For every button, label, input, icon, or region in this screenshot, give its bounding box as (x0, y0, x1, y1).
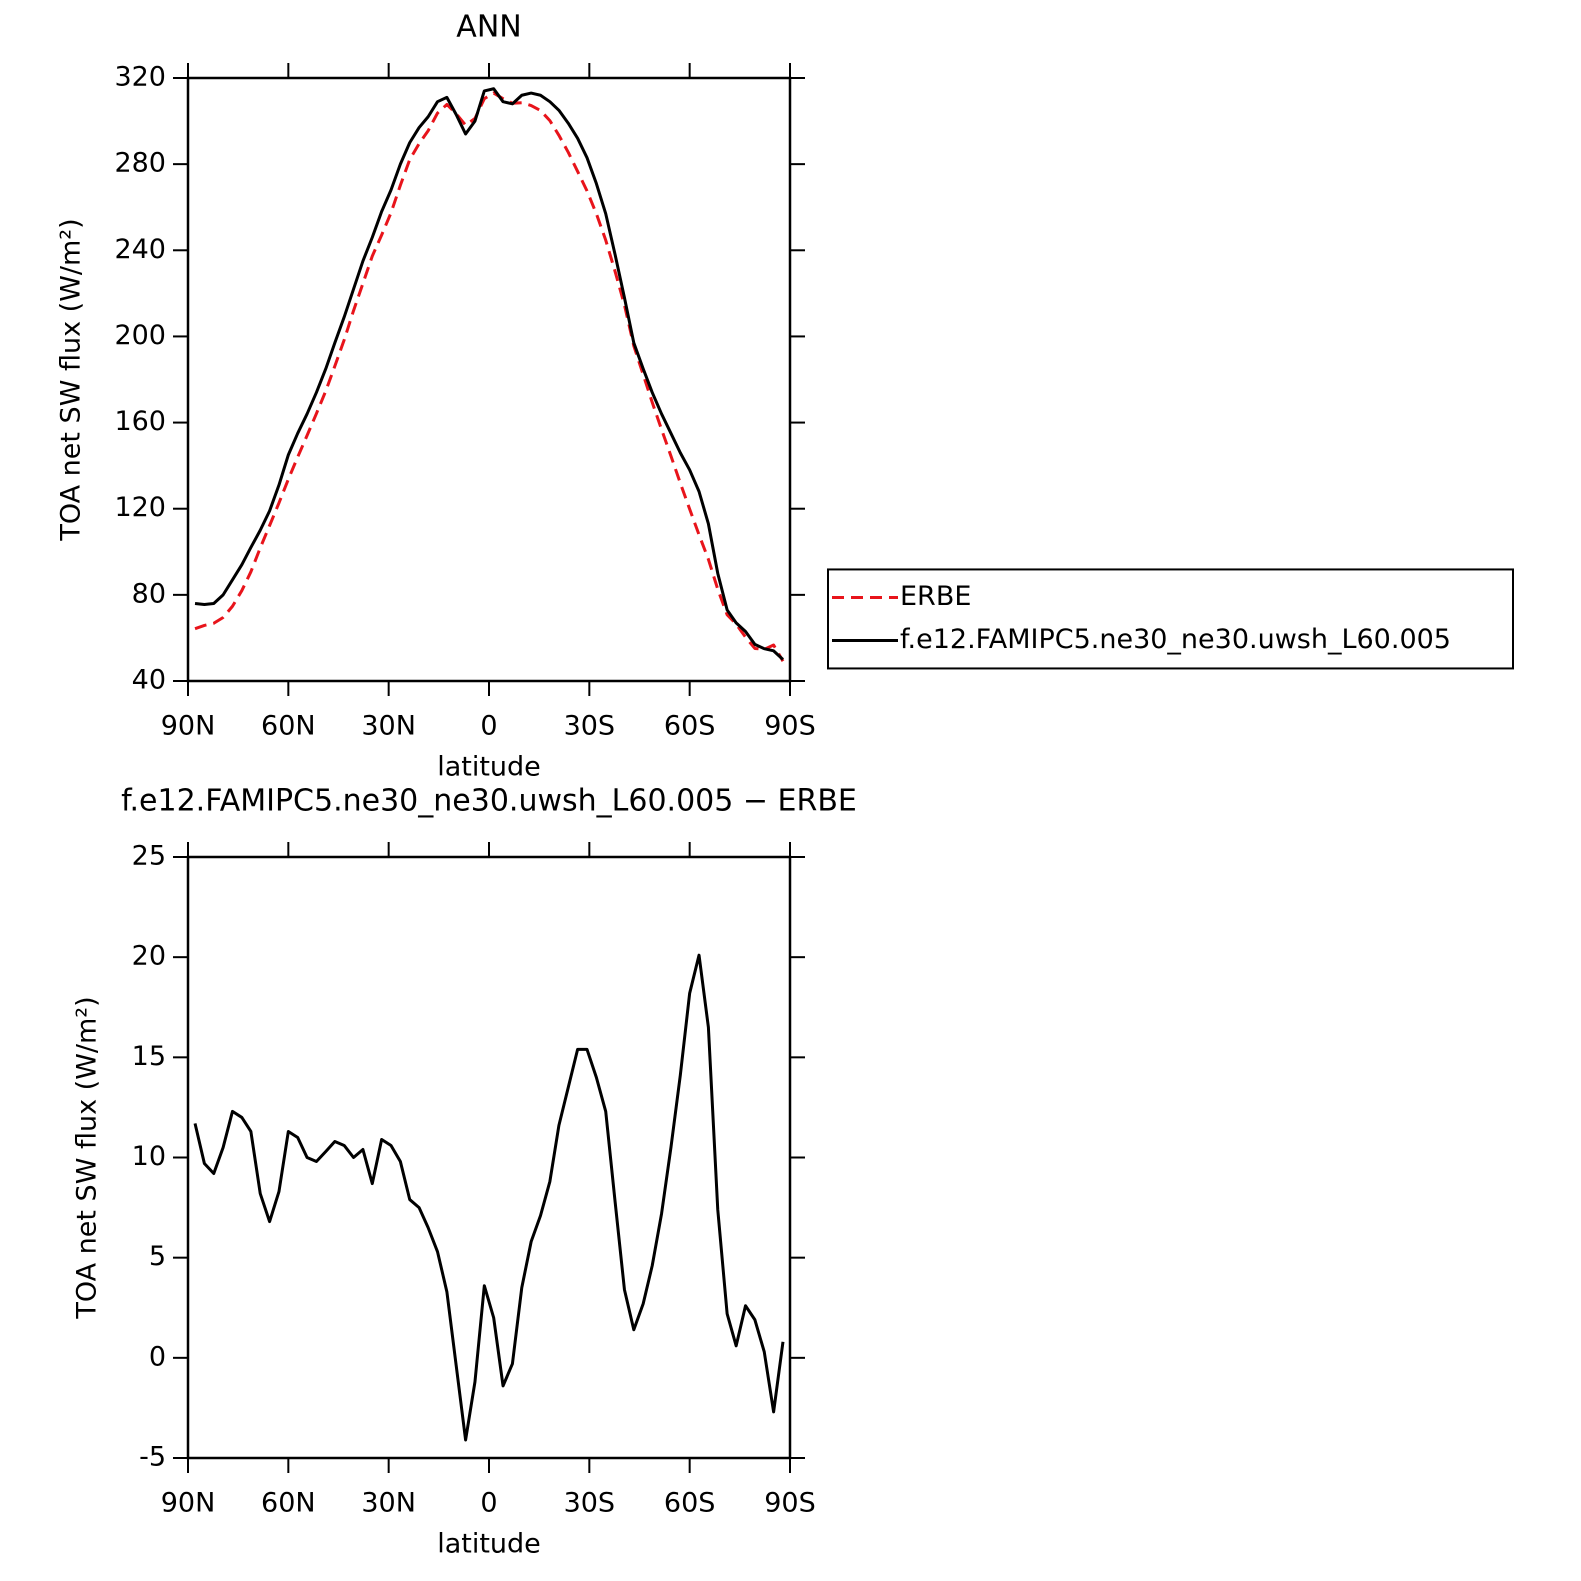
x-tick-label: 90S (764, 711, 816, 742)
y-tick-label: 20 (132, 941, 166, 972)
plot-frame (186, 855, 792, 1460)
x-tick-label: 30S (564, 711, 616, 742)
y-tick-label: 160 (114, 406, 166, 437)
data-line (194, 87, 784, 661)
y-axis-label: TOA net SW flux (W/m²) (56, 218, 87, 541)
y-tick-label: -5 (139, 1442, 166, 1473)
y-tick-label: 0 (149, 1341, 166, 1372)
data-line (194, 91, 785, 662)
y-tick-label: 200 (114, 320, 166, 351)
y-tick-label: 15 (132, 1041, 166, 1072)
x-tick-label: 60S (664, 711, 716, 742)
plot-frame (186, 76, 792, 683)
y-tick-label: 10 (132, 1141, 166, 1172)
y-tick-label: 5 (149, 1241, 166, 1272)
x-tick-label: 90S (764, 1488, 816, 1519)
x-tick-label: 90N (161, 1488, 216, 1519)
legend-label: ERBE (900, 581, 971, 612)
y-tick-label: 240 (114, 234, 166, 265)
x-tick-label: 30N (361, 711, 416, 742)
data-line (193, 953, 785, 1442)
x-tick-label: 60N (261, 1488, 316, 1519)
legend-box (827, 568, 1514, 670)
y-axis-label: TOA net SW flux (W/m²) (72, 996, 103, 1319)
x-tick-label: 60S (664, 1488, 716, 1519)
chart-title: f.e12.FAMIPC5.ne30_ne30.uwsh_L60.005 − E… (121, 784, 857, 819)
x-tick-label: 30N (361, 1488, 416, 1519)
x-tick-label: 0 (480, 711, 497, 742)
chart-title: ANN (456, 10, 521, 45)
x-tick-label: 0 (480, 1488, 497, 1519)
y-tick-label: 40 (132, 665, 166, 696)
x-axis-label: latitude (437, 1529, 541, 1560)
y-tick-label: 120 (114, 492, 166, 523)
x-tick-label: 60N (261, 711, 316, 742)
x-axis-label: latitude (437, 752, 541, 783)
y-tick-label: 280 (114, 148, 166, 179)
x-tick-label: 30S (564, 1488, 616, 1519)
y-tick-label: 80 (132, 578, 166, 609)
y-tick-label: 25 (132, 841, 166, 872)
x-tick-label: 90N (161, 711, 216, 742)
y-tick-label: 320 (114, 62, 166, 93)
legend-label: f.e12.FAMIPC5.ne30_ne30.uwsh_L60.005 (900, 624, 1451, 655)
